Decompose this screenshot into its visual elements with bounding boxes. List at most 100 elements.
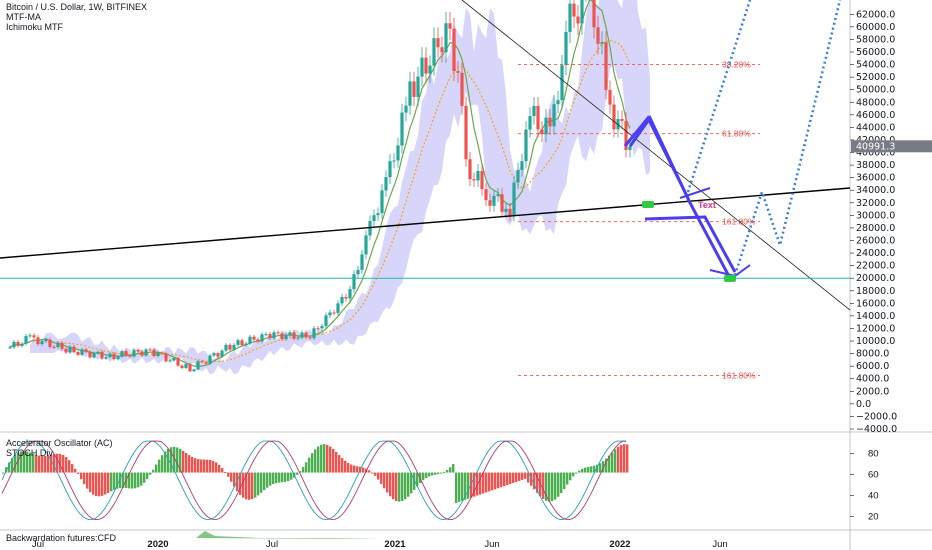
- ac-bar: [449, 467, 452, 473]
- candle-body: [512, 182, 516, 216]
- green-marker-2: [724, 275, 736, 282]
- ac-bar: [284, 472, 287, 482]
- candle-body: [396, 145, 400, 161]
- ac-bar: [518, 472, 521, 481]
- candle-body: [408, 81, 412, 106]
- candle-body: [172, 358, 176, 361]
- projection-arrowhead-2: [709, 264, 751, 278]
- indicator-ichimoku[interactable]: Ichimoku MTF: [6, 22, 64, 32]
- ac-bar: [47, 455, 50, 473]
- ac-bar: [245, 472, 248, 500]
- candle-body: [564, 31, 568, 66]
- candle-body: [296, 337, 300, 339]
- ac-bar: [149, 472, 152, 475]
- candle-body: [404, 105, 408, 113]
- candle-body: [96, 351, 100, 354]
- trend-lines: [0, 0, 851, 311]
- candle-body: [604, 42, 608, 90]
- ac-bar: [416, 472, 419, 487]
- ac-bar: [350, 464, 353, 473]
- ac-bar: [131, 472, 134, 489]
- ac-bar: [437, 472, 440, 475]
- ac-bar: [530, 472, 533, 486]
- candle-body: [292, 332, 296, 339]
- ac-bar: [320, 444, 323, 473]
- ac-bar: [608, 455, 611, 473]
- candle-body: [336, 303, 340, 313]
- candle-body: [496, 194, 500, 196]
- candle-body: [428, 65, 432, 74]
- ac-bar: [239, 472, 242, 495]
- ac-bar: [458, 472, 461, 502]
- ac-bar: [389, 472, 392, 497]
- candle-body: [356, 269, 360, 275]
- ac-bar: [140, 472, 143, 486]
- ac-bar: [206, 459, 209, 473]
- candle-body: [516, 169, 520, 183]
- candle-body: [416, 76, 420, 97]
- candle-body: [620, 119, 624, 121]
- ac-bar: [80, 472, 83, 480]
- candle-body: [52, 346, 56, 348]
- ac-bar: [275, 472, 278, 484]
- futures-title[interactable]: Backwardation futures:CFD: [6, 533, 117, 543]
- candle-body: [204, 362, 208, 364]
- candle-body: [352, 274, 356, 290]
- ac-bar: [455, 472, 458, 503]
- price-tick-label: 12000.0: [856, 323, 895, 334]
- ac-bar: [554, 472, 557, 500]
- ac-bar: [113, 472, 116, 490]
- ac-bar: [2, 472, 5, 474]
- price-tick-label: 26000.0: [856, 235, 895, 246]
- ac-bar: [362, 467, 365, 473]
- osc-tick-label: 80: [868, 449, 879, 460]
- candle-body: [84, 349, 88, 352]
- price-tick-label: 22000.0: [856, 261, 895, 272]
- candle-body: [92, 353, 96, 358]
- candle-body: [300, 332, 304, 338]
- candle-body: [120, 351, 124, 357]
- price-tick-label: 46000.0: [856, 110, 895, 121]
- candle-body: [244, 343, 248, 346]
- ac-bar: [341, 458, 344, 473]
- candle-body: [68, 346, 72, 353]
- price-tick-label: 38000.0: [856, 160, 895, 171]
- ac-bar: [260, 472, 263, 493]
- candle-body: [340, 296, 344, 304]
- ac-bar: [92, 472, 95, 495]
- candle-body: [152, 349, 156, 357]
- price-tick-label: 30000.0: [856, 210, 895, 221]
- ac-bar: [329, 446, 332, 473]
- symbol-title[interactable]: Bitcoin / U.S. Dollar, 1W, BITFINEX: [6, 2, 148, 12]
- ac-bar: [86, 472, 89, 489]
- candle-body: [36, 337, 40, 345]
- candle-body: [488, 200, 492, 206]
- ac-bar: [65, 457, 68, 473]
- time-tick-label: Jun: [712, 539, 727, 550]
- ac-bar: [434, 472, 437, 475]
- ac-bar: [407, 472, 410, 497]
- ac-bar: [266, 472, 269, 488]
- ac-bar: [263, 472, 266, 491]
- price-tick-label: 34000.0: [856, 185, 895, 196]
- candle-body: [220, 350, 224, 357]
- candle-body: [104, 357, 108, 359]
- indicator-mtf-ma[interactable]: MTF-MA: [6, 12, 41, 22]
- ac-bar: [521, 472, 524, 480]
- candle-body: [432, 38, 436, 66]
- candle-body: [524, 129, 528, 162]
- current-price-badge: [851, 140, 932, 153]
- candle-body: [360, 254, 364, 270]
- candle-body: [492, 195, 496, 206]
- ac-bar: [620, 444, 623, 473]
- ac-bar: [377, 472, 380, 480]
- stoch-title[interactable]: STOCH Div: [6, 448, 53, 458]
- candle-body: [140, 351, 144, 356]
- ac-bar: [215, 462, 218, 473]
- ac-bar: [41, 455, 44, 473]
- fib-level-label: 161.80%: [722, 371, 756, 381]
- oscillator-title[interactable]: Accelerator Oscillator (AC): [6, 438, 113, 448]
- dotted-projection-up-1: [686, 0, 752, 193]
